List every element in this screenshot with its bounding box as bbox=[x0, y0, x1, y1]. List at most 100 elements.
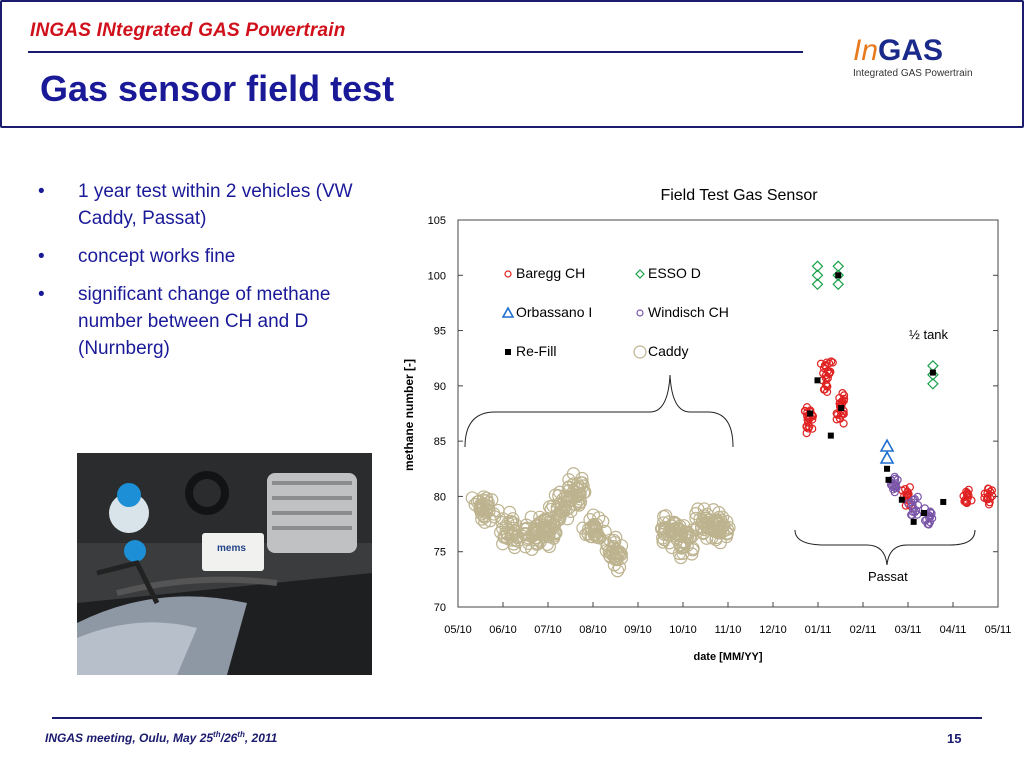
passat-point bbox=[823, 373, 832, 382]
passat-point bbox=[903, 491, 912, 500]
caddy-point bbox=[473, 498, 488, 512]
passat-point bbox=[925, 518, 935, 527]
x-tick-label: 10/10 bbox=[669, 624, 697, 636]
caddy-point bbox=[691, 502, 705, 516]
series-markers bbox=[807, 260, 947, 525]
caddy-point bbox=[712, 523, 727, 537]
passat-point bbox=[980, 493, 989, 502]
esso-point bbox=[811, 278, 824, 291]
bullet-marker: • bbox=[38, 284, 45, 305]
passat-point bbox=[963, 493, 972, 502]
esso-point bbox=[832, 269, 845, 282]
caddy-point bbox=[673, 523, 687, 537]
caddy-point bbox=[606, 548, 620, 562]
legend-label: Windisch CH bbox=[648, 304, 729, 320]
refill-point bbox=[885, 476, 892, 483]
x-tick-label: 01/11 bbox=[805, 624, 832, 636]
caddy-point bbox=[554, 505, 568, 519]
passat-point bbox=[838, 389, 847, 398]
bullet-item: • concept works fine bbox=[38, 243, 388, 270]
legend-marker bbox=[505, 349, 511, 355]
caddy-point bbox=[672, 529, 686, 543]
y-tick-label: 75 bbox=[434, 547, 446, 559]
legend-label: Re-Fill bbox=[516, 343, 556, 359]
x-tick-label: 05/11 bbox=[985, 624, 1012, 636]
legend-marker bbox=[636, 309, 644, 317]
x-axis: 05/10 06/10 07/10 08/10 09/10 10/10 11/10 12/10… bbox=[444, 602, 1011, 636]
passat-point bbox=[891, 484, 900, 493]
project-name: INGAS INtegrated GAS Powertrain bbox=[30, 20, 346, 41]
passat-point bbox=[913, 492, 922, 501]
caddy-point bbox=[536, 529, 550, 543]
passat-point bbox=[839, 396, 848, 405]
engine-bay-photo: mems bbox=[77, 453, 372, 675]
footer-divider bbox=[52, 717, 982, 719]
y-tick-label: 70 bbox=[434, 602, 446, 614]
caddy-point bbox=[658, 523, 673, 538]
caddy-point bbox=[593, 531, 607, 545]
legend-marker bbox=[635, 269, 645, 279]
caddy-point bbox=[680, 526, 694, 541]
passat-point bbox=[923, 519, 932, 529]
refill-point bbox=[884, 465, 891, 472]
logo-in: In bbox=[853, 34, 879, 67]
caddy-point bbox=[501, 531, 515, 546]
caddy-point bbox=[554, 498, 568, 512]
x-tick-label: 04/11 bbox=[940, 624, 967, 636]
passat-point bbox=[824, 359, 834, 368]
slide-title: Gas sensor field test bbox=[40, 68, 395, 109]
caddy-point bbox=[546, 514, 560, 528]
esso-point bbox=[927, 377, 939, 390]
y-axis-label: methane number [-] bbox=[402, 359, 416, 471]
passat-point bbox=[828, 358, 837, 367]
caddy-point bbox=[571, 494, 585, 508]
caddy-point bbox=[496, 512, 510, 526]
x-tick-label: 09/10 bbox=[624, 624, 652, 636]
passat-annotation: Passat bbox=[868, 569, 908, 584]
field-test-chart: Field Test Gas Sensor 70 75 80 85 90 95 100 105… bbox=[402, 187, 1011, 663]
passat-point bbox=[908, 503, 918, 512]
header-frame bbox=[0, 0, 1024, 128]
passat-point bbox=[987, 486, 996, 495]
passat-brace bbox=[794, 529, 976, 566]
y-tick-label: 85 bbox=[434, 436, 446, 448]
bullet-item: • significant change of methane number be… bbox=[38, 281, 388, 362]
esso-point bbox=[811, 269, 824, 282]
caddy-point bbox=[686, 541, 700, 556]
x-tick-label: 03/11 bbox=[895, 624, 922, 636]
passat-point bbox=[832, 415, 841, 424]
caddy-brace bbox=[464, 374, 734, 448]
y-tick-label: 95 bbox=[434, 326, 446, 338]
caddy-point bbox=[674, 551, 688, 565]
x-tick-label: 12/10 bbox=[759, 624, 787, 636]
x-tick-label: 02/11 bbox=[850, 624, 877, 636]
refill-point bbox=[940, 498, 947, 505]
logo-subtitle: Integrated GAS Powertrain bbox=[853, 68, 973, 79]
caddy-point bbox=[610, 553, 624, 567]
caddy-point bbox=[709, 530, 724, 545]
caddy-point bbox=[562, 484, 576, 498]
header-divider bbox=[28, 51, 803, 53]
passat-point bbox=[816, 359, 826, 368]
legend-marker bbox=[504, 270, 512, 278]
caddy-point bbox=[533, 515, 547, 529]
caddy-point bbox=[554, 501, 568, 515]
refill-point bbox=[929, 369, 936, 376]
esso-point bbox=[811, 260, 824, 273]
passat-point bbox=[984, 500, 994, 509]
caddy-point bbox=[656, 516, 671, 530]
bullet-text: 1 year test within 2 vehicles (VW Caddy,… bbox=[78, 181, 353, 229]
y-tick-label: 80 bbox=[434, 491, 446, 503]
bullet-text: concept works fine bbox=[78, 246, 236, 267]
y-tick-label: 100 bbox=[428, 270, 446, 282]
y-axis: 70 75 80 85 90 95 100 105 bbox=[428, 215, 998, 614]
legend-marker bbox=[501, 306, 515, 318]
esso-point bbox=[927, 368, 939, 381]
passat-point bbox=[839, 391, 849, 400]
chart-title: Field Test Gas Sensor bbox=[660, 187, 818, 204]
caddy-point bbox=[673, 519, 687, 533]
caddy-point bbox=[712, 506, 726, 520]
caddy-point bbox=[614, 539, 629, 553]
chart-legend: Baregg CH ESSO D Orbassano I Windisch CH Re-… bbox=[501, 265, 729, 359]
caddy-point bbox=[657, 525, 671, 539]
